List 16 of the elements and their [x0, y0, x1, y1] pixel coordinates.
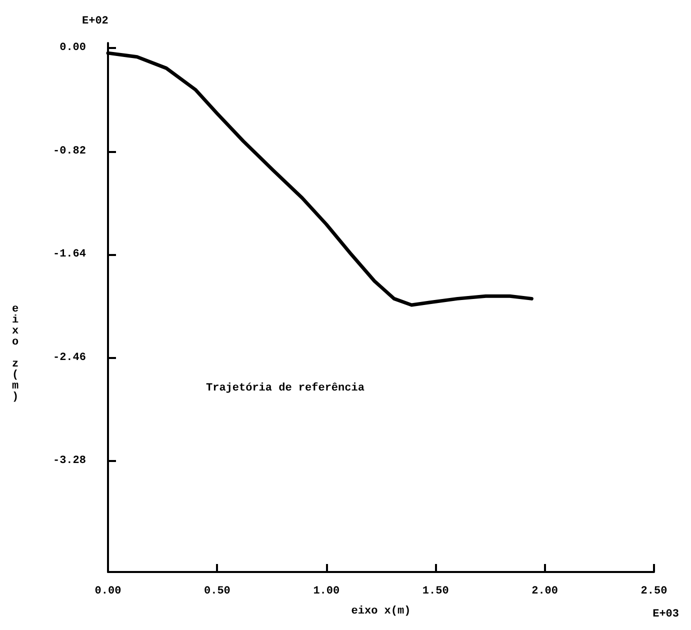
- x-axis-title: eixo x(m): [351, 606, 411, 618]
- x-tick-label: 1.50: [422, 586, 449, 598]
- y-tick-label: -0.82: [52, 145, 86, 158]
- text: E+03: [652, 608, 680, 620]
- x-tick-label: 1.00: [313, 586, 340, 598]
- y-tick-label: -1.64: [52, 248, 86, 261]
- x-tick-label: 0.50: [204, 586, 230, 598]
- y-axis-title: eixo z(m): [12, 304, 19, 404]
- text: E+02: [82, 16, 108, 28]
- x-tick-label: 0.00: [94, 586, 122, 598]
- annotation: Trajetória de referência: [206, 382, 365, 394]
- y-tick-label: -2.46: [52, 352, 86, 364]
- x-tick-label: 2.50: [640, 586, 668, 598]
- y-tick-label: 0.00: [60, 42, 86, 54]
- y-tick-label: -3.28: [52, 455, 86, 468]
- x-tick-label: 2.00: [532, 586, 558, 598]
